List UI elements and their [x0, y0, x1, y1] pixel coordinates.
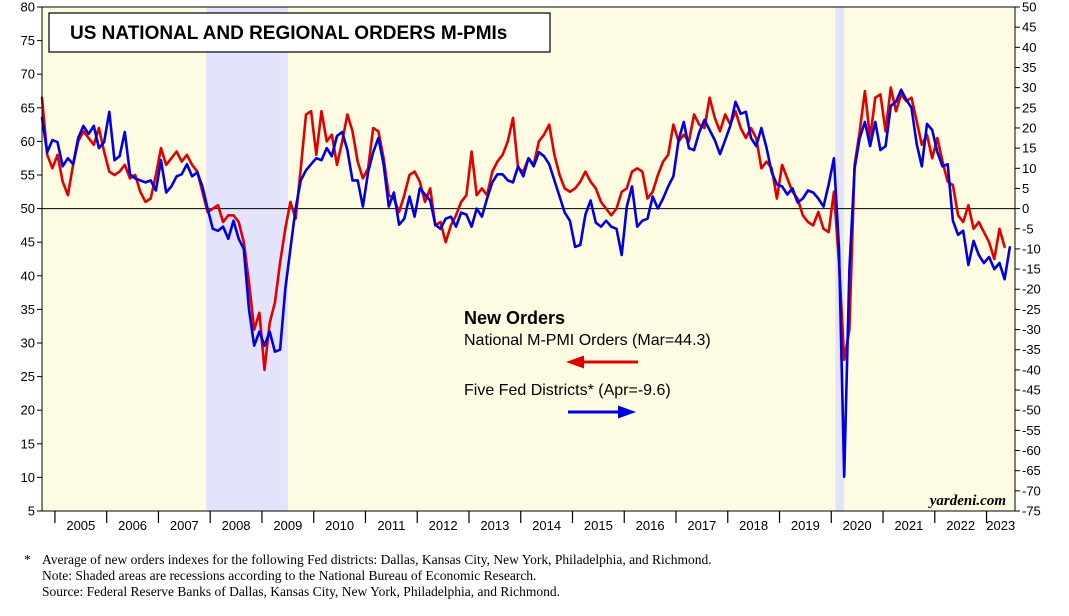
right-tick-label--65: -65	[1022, 463, 1041, 478]
x-tick-label-2017: 2017	[687, 518, 716, 533]
left-tick-label-10: 10	[21, 470, 35, 485]
right-tick-label-10: 10	[1022, 161, 1036, 176]
right-tick-label--45: -45	[1022, 383, 1041, 398]
x-tick-label-2006: 2006	[118, 518, 147, 533]
right-tick-label-20: 20	[1022, 120, 1036, 135]
left-tick-label-35: 35	[21, 302, 35, 317]
x-tick-label-2011: 2011	[377, 518, 405, 533]
title-box: US NATIONAL AND REGIONAL ORDERS M-PMIs	[48, 12, 551, 53]
x-tick-label-2014: 2014	[532, 518, 561, 533]
right-tick-label--55: -55	[1022, 423, 1041, 438]
right-tick-label--15: -15	[1022, 262, 1041, 277]
x-tick-label-2007: 2007	[170, 518, 199, 533]
legend: New Orders National M-PMI Orders (Mar=44…	[464, 308, 711, 419]
x-tick-label-2019: 2019	[791, 518, 820, 533]
left-tick-label-55: 55	[21, 168, 35, 183]
footnote-average-text: Average of new orders indexes for the fo…	[42, 552, 712, 567]
x-tick-label-2013: 2013	[480, 518, 509, 533]
left-tick-label-65: 65	[21, 100, 35, 115]
right-tick-label--35: -35	[1022, 342, 1041, 357]
right-tick-label--75: -75	[1022, 504, 1041, 519]
x-tick-label-2021: 2021	[894, 518, 923, 533]
x-axis: 2005 2006 2007 2008 2009 2010 2011 2012 2013 2014…	[54, 511, 1015, 533]
x-tick-label-2022: 2022	[946, 518, 975, 533]
chart-title: US NATIONAL AND REGIONAL ORDERS M-PMIs	[70, 23, 507, 44]
left-tick-label-45: 45	[21, 235, 35, 250]
right-tick-label-25: 25	[1022, 100, 1036, 115]
series-districts-line	[40, 88, 1012, 479]
legend-national-label: National M-PMI Orders (Mar=44.3)	[464, 332, 711, 349]
left-tick-label-40: 40	[21, 268, 35, 283]
legend-title: New Orders	[464, 308, 565, 328]
left-tick-label-25: 25	[21, 369, 35, 384]
right-tick-label-50: 50	[1022, 0, 1036, 15]
right-tick-label-45: 45	[1022, 20, 1036, 35]
right-tick-label-0: 0	[1022, 201, 1029, 216]
right-tick-label-5: 5	[1022, 181, 1029, 196]
x-tick-label-2012: 2012	[429, 518, 458, 533]
left-tick-label-20: 20	[21, 403, 35, 418]
right-tick-label--25: -25	[1022, 302, 1041, 317]
right-tick-label--10: -10	[1022, 241, 1041, 256]
right-tick-label-30: 30	[1022, 80, 1036, 95]
footnote-source: Source: Federal Reserve Banks of Dallas,…	[42, 584, 561, 599]
footnotes: * Average of new orders indexes for the f…	[24, 552, 1054, 600]
legend-districts-arrow	[568, 405, 636, 419]
left-tick-label-5: 5	[28, 504, 35, 519]
footnote-average: * Average of new orders indexes for the f…	[24, 552, 1054, 568]
right-tick-label--5: -5	[1022, 221, 1034, 236]
x-tick-label-2009: 2009	[273, 518, 302, 533]
footnote-star: *	[24, 552, 31, 567]
series-layer	[40, 86, 1012, 479]
left-tick-label-80: 80	[21, 0, 35, 15]
legend-national-arrow	[566, 355, 638, 369]
x-tick-label-2016: 2016	[636, 518, 665, 533]
right-tick-label-35: 35	[1022, 60, 1036, 75]
left-tick-label-30: 30	[21, 336, 35, 351]
x-tick-label-2010: 2010	[325, 518, 354, 533]
legend-districts-label: Five Fed Districts* (Apr=-9.6)	[464, 382, 671, 399]
left-axis: 5 10 15 20 25 30 35 40 45 50 55 60 65 70 75 80	[21, 0, 42, 519]
right-tick-label-15: 15	[1022, 141, 1036, 156]
right-tick-label-40: 40	[1022, 40, 1036, 55]
brand-watermark: yardeni.com	[928, 493, 1006, 509]
right-tick-label--50: -50	[1022, 403, 1041, 418]
x-tick-label-2008: 2008	[222, 518, 251, 533]
left-tick-label-50: 50	[21, 201, 35, 216]
left-tick-label-75: 75	[21, 33, 35, 48]
x-tick-label-2005: 2005	[66, 518, 95, 533]
x-tick-label-2020: 2020	[843, 518, 872, 533]
right-tick-label--40: -40	[1022, 362, 1041, 377]
x-tick-label-2023: 2023	[986, 518, 1015, 533]
footnote-recessions: Note: Shaded areas are recessions accord…	[42, 568, 537, 583]
right-tick-label--70: -70	[1022, 483, 1041, 498]
right-tick-label--60: -60	[1022, 443, 1041, 458]
right-tick-label--20: -20	[1022, 282, 1041, 297]
right-tick-label--30: -30	[1022, 322, 1041, 337]
plot-frame	[41, 6, 1016, 512]
plot-area	[42, 7, 1015, 511]
left-tick-label-60: 60	[21, 134, 35, 149]
left-tick-label-70: 70	[21, 67, 35, 82]
left-tick-label-15: 15	[21, 436, 35, 451]
x-tick-label-2018: 2018	[739, 518, 768, 533]
right-axis: -75-70-65-60-55-50-45-40-35-30-25-20-15-…	[1015, 0, 1041, 519]
x-tick-label-2015: 2015	[584, 518, 613, 533]
